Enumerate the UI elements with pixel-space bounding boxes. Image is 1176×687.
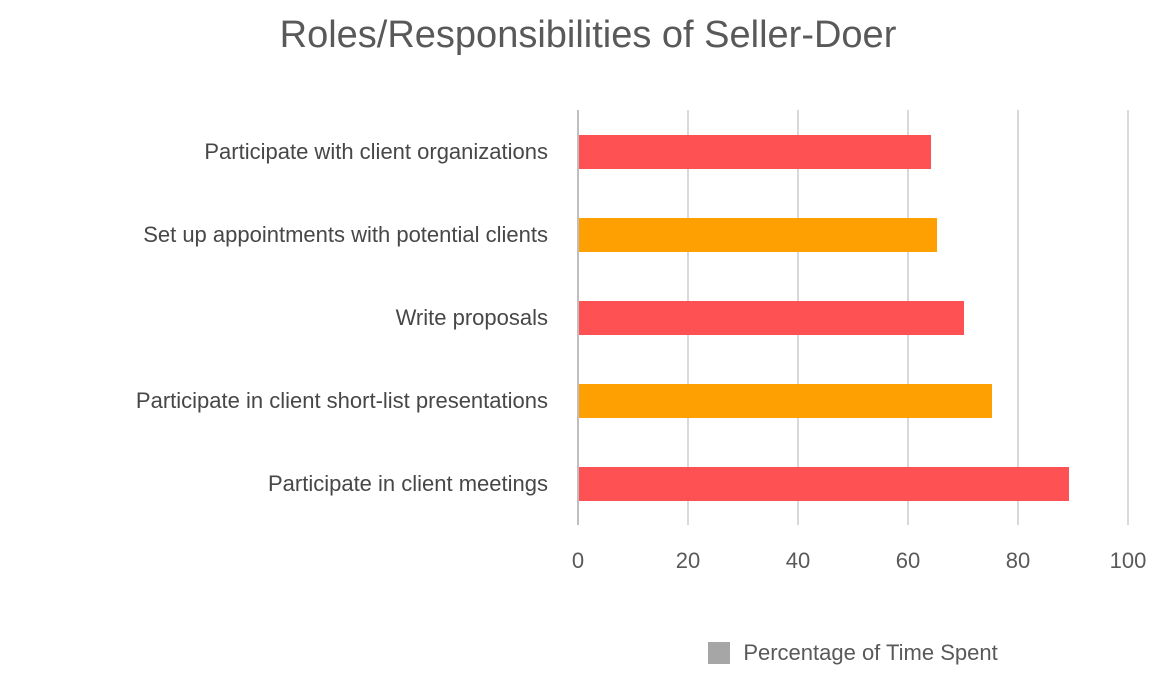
bar-3 (579, 300, 964, 335)
gridline-x-80 (1017, 110, 1019, 525)
category-label: Participate in client meetings (267, 470, 548, 496)
gridline-x-100 (1127, 110, 1129, 525)
category-label: Participate in client short-list present… (135, 387, 548, 413)
x-tick-label: 40 (785, 548, 811, 573)
bar-4 (579, 383, 992, 418)
bar-2 (579, 217, 937, 252)
y-axis-line (577, 110, 579, 525)
chart-title: Roles/Responsibilities of Seller-Doer (279, 14, 897, 56)
x-tick-label: 60 (895, 548, 921, 573)
x-tick-label: 100 (1109, 548, 1147, 573)
category-label: Write proposals (395, 304, 548, 330)
x-tick-label: 0 (571, 548, 585, 573)
legend-marker-icon (708, 642, 731, 664)
legend-label: Percentage of Time Spent (743, 640, 998, 665)
x-tick-label: 80 (1005, 548, 1031, 573)
bar-1 (579, 134, 931, 169)
category-label: Participate with client organizations (204, 138, 548, 164)
category-label: Set up appointments with potential clien… (143, 221, 548, 247)
bar-5 (579, 466, 1069, 501)
legend: Percentage of Time Spent (578, 640, 1128, 666)
x-tick-label: 20 (675, 548, 701, 573)
